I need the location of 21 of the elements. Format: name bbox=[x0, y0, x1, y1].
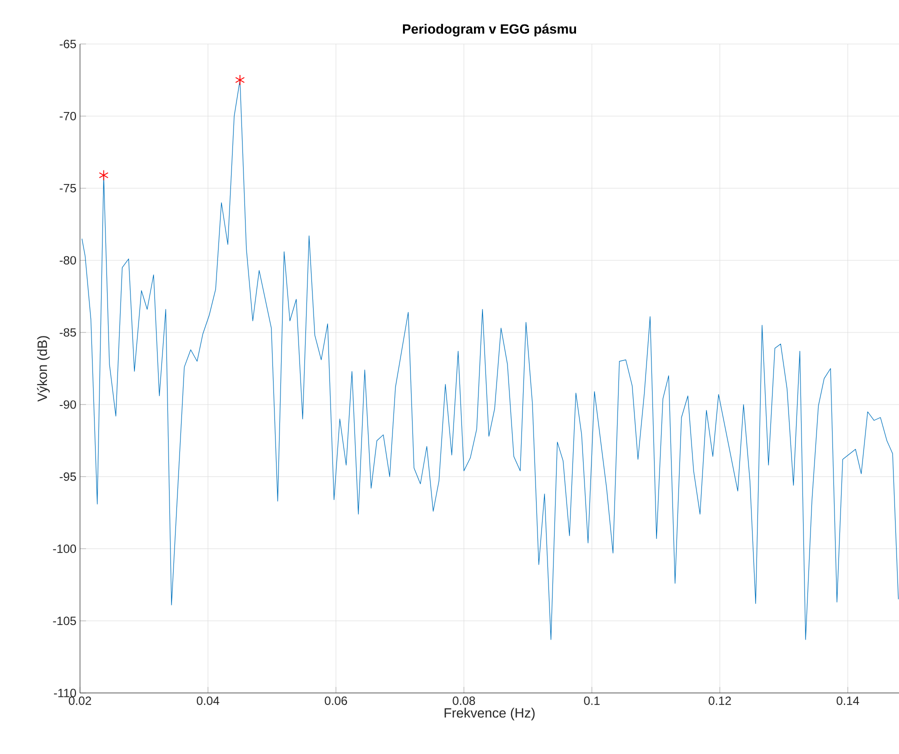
y-tick-label: -100 bbox=[53, 544, 76, 553]
x-axis-title: Frekvence (Hz) bbox=[444, 708, 535, 720]
y-tick-label: -105 bbox=[53, 616, 76, 626]
y-tick-label: -65 bbox=[60, 40, 76, 48]
x-tick-label: 0.08 bbox=[452, 696, 476, 705]
y-tick-label: -70 bbox=[60, 112, 76, 120]
x-tick-label: 0.06 bbox=[324, 696, 348, 705]
x-tick-label: 0.1 bbox=[584, 696, 600, 705]
y-axis-title: Výkon (dB) bbox=[37, 336, 50, 402]
y-tick-label: -75 bbox=[60, 184, 76, 192]
y-tick-label: -85 bbox=[60, 328, 76, 337]
x-tick-label: 0.04 bbox=[196, 696, 220, 705]
line-series bbox=[82, 80, 899, 640]
y-tick-label: -95 bbox=[60, 472, 76, 481]
y-tick-label: -90 bbox=[60, 400, 76, 409]
x-tick-label: 0.12 bbox=[708, 696, 731, 705]
chart-title: Periodogram v EGG pásmu bbox=[402, 24, 576, 36]
x-tick-label: 0.14 bbox=[836, 696, 860, 705]
y-tick-label: -110 bbox=[54, 688, 76, 698]
x-tick-label: 0.02 bbox=[68, 696, 92, 705]
y-tick-label: -80 bbox=[60, 256, 76, 265]
